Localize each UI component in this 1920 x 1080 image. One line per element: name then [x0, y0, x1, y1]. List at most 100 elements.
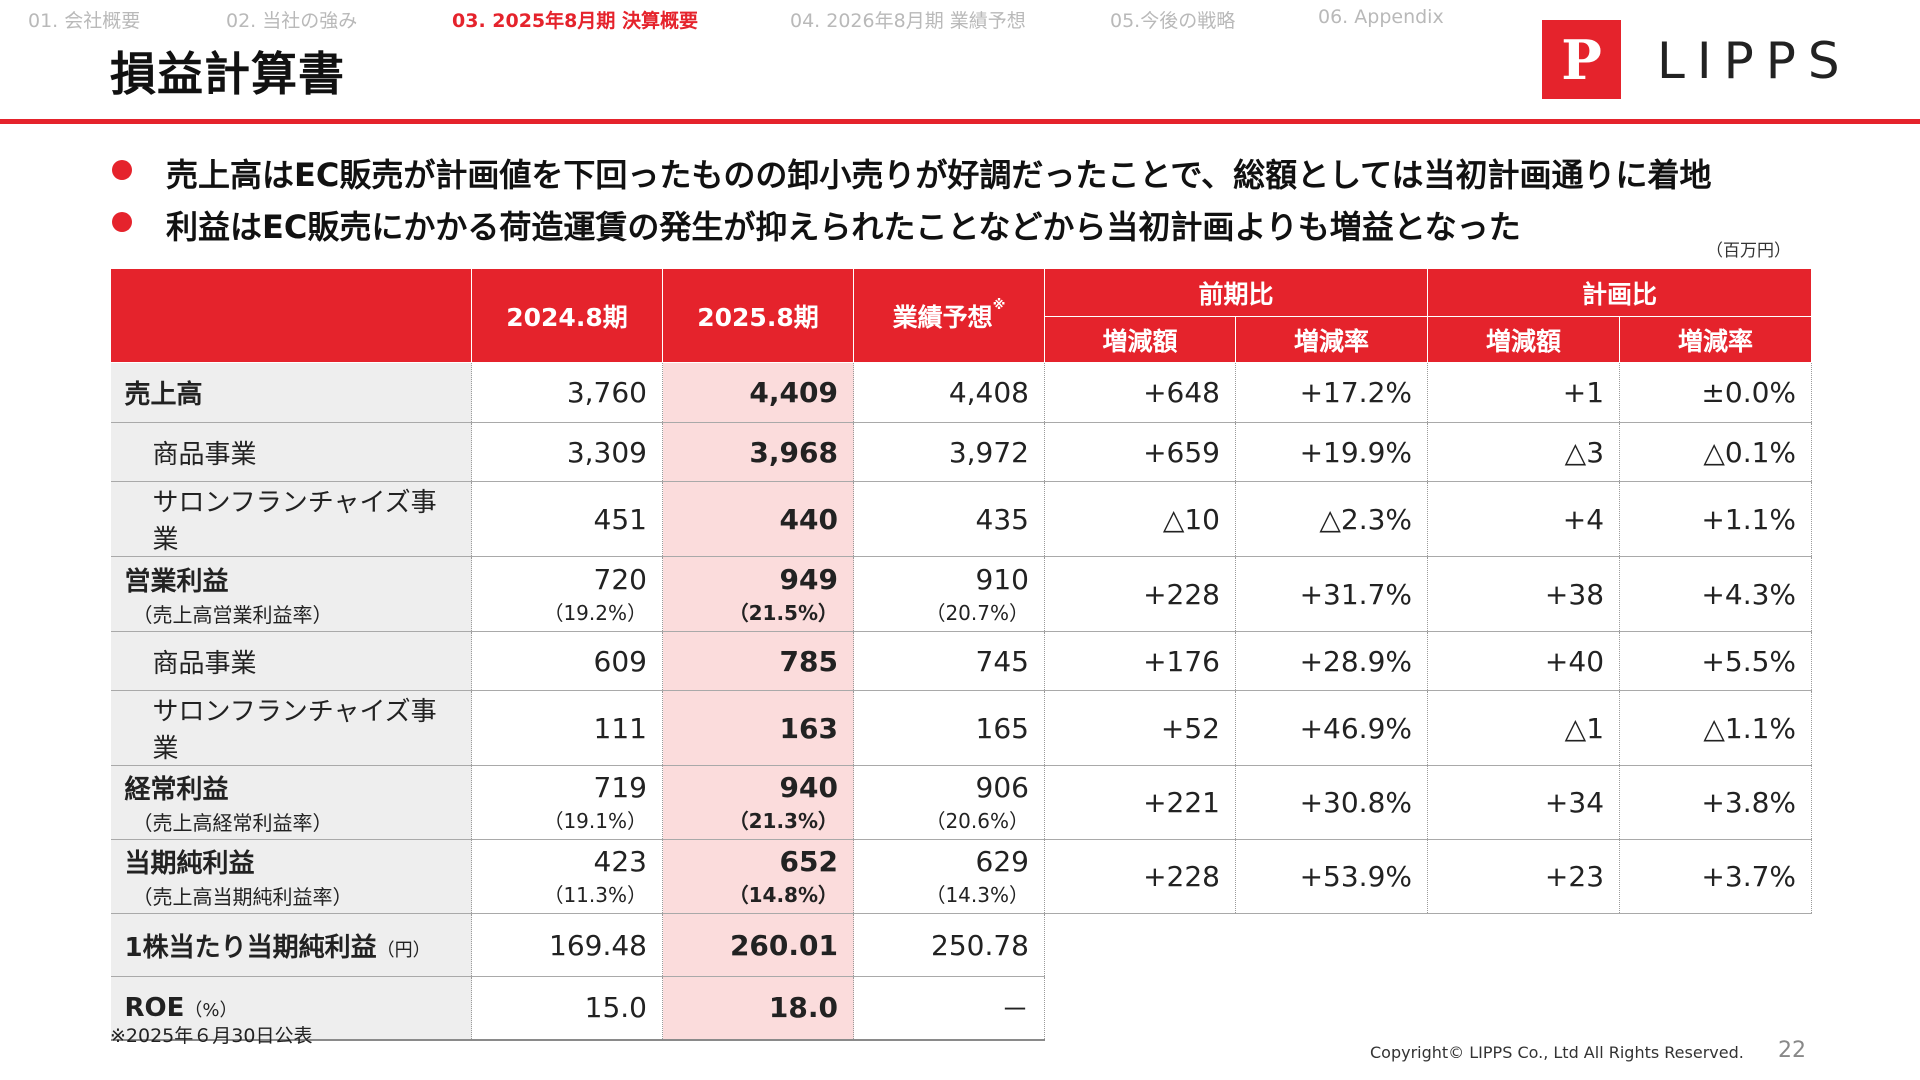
- row-label-sub: （売上高営業利益率）: [132, 602, 333, 627]
- cell-margin: （21.3%）: [728, 809, 838, 833]
- cell-plan-rate: +3.8%: [1619, 765, 1813, 840]
- nav-item-strengths[interactable]: 02. 当社の強み: [226, 10, 358, 32]
- cell-fy2024: 15.0: [471, 976, 663, 1041]
- cell-fy2024: 423 （11.3%）: [471, 839, 663, 914]
- table-row: 当期純利益 （売上高当期純利益率） 423 （11.3%） 652 （14.8%） 6…: [110, 839, 1813, 914]
- empty-cell: [1044, 913, 1812, 1040]
- cell-plan-amount: △1: [1427, 690, 1621, 766]
- cell-value: 629: [975, 845, 1029, 878]
- table-row: サロンフランチャイズ事業 111 163 165 +52 +46.9% △1 △…: [110, 690, 1813, 766]
- cell-plan-rate: △0.1%: [1619, 422, 1813, 482]
- header-divider: [0, 119, 1920, 124]
- cell-plan-amount: +38: [1427, 556, 1621, 632]
- table-row: 売上高 3,760 4,409 4,408 +648 +17.2% +1 ±0.…: [110, 362, 1813, 423]
- bullet-item: 利益はEC販売にかかる荷造運賃の発生が抑えられたことなどから当初計画よりも増益と…: [110, 202, 1712, 254]
- cell-margin: （20.6%）: [925, 809, 1029, 833]
- cell-value: 910: [975, 562, 1029, 596]
- header-forecast-label: 業績予想: [892, 302, 993, 332]
- logo-text: LIPPS: [1657, 32, 1852, 90]
- cell-fy2025: 652 （14.8%）: [662, 839, 854, 914]
- table-row: 商品事業 609 785 745 +176 +28.9% +40 +5.5%: [110, 631, 1813, 691]
- cell-yoy-amount: +52: [1044, 690, 1236, 766]
- table-row: 1株当たり当期純利益（円） 169.48 260.01 250.78: [110, 913, 1812, 1040]
- cell-yoy-amount: △10: [1044, 481, 1236, 557]
- cell-forecast: 250.78: [853, 913, 1045, 977]
- cell-plan-amount: +34: [1427, 765, 1621, 840]
- nav-item-results-summary[interactable]: 03. 2025年8月期 決算概要: [452, 10, 698, 32]
- row-label: 商品事業: [110, 422, 472, 482]
- cell-forecast: 165: [853, 690, 1045, 766]
- cell-margin: （20.7%）: [925, 600, 1029, 625]
- cell-forecast: 435: [853, 481, 1045, 557]
- cell-yoy-amount: +228: [1044, 839, 1236, 914]
- cell-yoy-rate: +19.9%: [1235, 422, 1429, 482]
- cell-yoy-rate: +30.8%: [1235, 765, 1429, 840]
- unit-note: （百万円）: [1706, 241, 1791, 261]
- cell-fy2024: 111: [471, 690, 663, 766]
- cell-fy2025: 940 （21.3%）: [662, 765, 854, 840]
- row-label: サロンフランチャイズ事業: [110, 481, 472, 557]
- cell-forecast: 910 （20.7%）: [853, 556, 1045, 632]
- cell-value: 652: [779, 845, 838, 878]
- row-label: ROE（%）: [110, 976, 472, 1041]
- nav-item-appendix[interactable]: 06. Appendix: [1318, 6, 1444, 28]
- cell-margin: （21.5%）: [728, 600, 838, 625]
- cell-yoy-amount: +221: [1044, 765, 1236, 840]
- row-label-unit: （円）: [376, 939, 431, 961]
- row-label-sub: （売上高当期純利益率）: [132, 885, 353, 909]
- cell-forecast: －: [853, 976, 1045, 1041]
- cell-value: 940: [779, 771, 838, 804]
- cell-fy2025: 18.0: [662, 976, 854, 1041]
- row-label: 売上高: [110, 362, 472, 423]
- income-statement-table: 2024.8期 2025.8期 業績予想※ 前期比 計画比 増減額 増減率 増減…: [110, 268, 1813, 1041]
- table-row: 経常利益 （売上高経常利益率） 719 （19.1%） 940 （21.3%） 906…: [110, 765, 1813, 840]
- cell-plan-rate: +1.1%: [1619, 481, 1813, 557]
- cell-yoy-rate: +31.7%: [1235, 556, 1429, 632]
- row-label: 商品事業: [110, 631, 472, 691]
- cell-yoy-rate: +53.9%: [1235, 839, 1429, 914]
- header-yoy-rate: 増減率: [1234, 316, 1429, 363]
- header-plan-amount: 増減額: [1427, 316, 1621, 363]
- cell-fy2024: 451: [471, 481, 663, 557]
- header-forecast-mark: ※: [992, 297, 1006, 313]
- cell-forecast: 3,972: [853, 422, 1045, 482]
- nav-item-strategy[interactable]: 05.今後の戦略: [1110, 10, 1236, 32]
- cell-yoy-amount: +228: [1044, 556, 1236, 632]
- bullet-item: 売上高はEC販売が計画値を下回ったものの卸小売りが好調だったことで、総額としては…: [110, 150, 1712, 202]
- cell-fy2024: 169.48: [471, 913, 663, 977]
- cell-forecast: 629 （14.3%）: [853, 839, 1045, 914]
- row-label-main: ROE: [124, 992, 185, 1023]
- cell-margin: （19.2%）: [543, 600, 647, 625]
- cell-yoy-rate: +28.9%: [1235, 631, 1429, 691]
- row-label-main: 1株当たり当期純利益: [124, 932, 377, 963]
- header-yoy: 前期比: [1043, 268, 1429, 317]
- cell-fy2025: 785: [662, 631, 854, 691]
- cell-fy2024: 3,760: [471, 362, 663, 423]
- cell-yoy-amount: +648: [1044, 362, 1236, 423]
- bullet-text: 売上高はEC販売が計画値を下回ったものの卸小売りが好調だったことで、総額としては…: [166, 156, 1712, 194]
- cell-value: 949: [779, 562, 838, 596]
- cell-fy2025: 949 （21.5%）: [662, 556, 854, 632]
- row-label-main: 経常利益: [124, 775, 229, 805]
- row-label: サロンフランチャイズ事業: [110, 690, 472, 766]
- nav-item-company-overview[interactable]: 01. 会社概要: [28, 10, 141, 32]
- cell-plan-rate: ±0.0%: [1619, 362, 1813, 423]
- cell-forecast: 745: [853, 631, 1045, 691]
- header-fy2025: 2025.8期: [662, 268, 854, 363]
- cell-margin: （11.3%）: [543, 883, 647, 907]
- row-label: 営業利益 （売上高営業利益率）: [110, 556, 472, 632]
- cell-value: 423: [593, 845, 647, 878]
- table-row: 営業利益 （売上高営業利益率） 720 （19.2%） 949 （21.5%） 910…: [110, 556, 1813, 632]
- copyright: Copyright© LIPPS Co., Ltd All Rights Res…: [1370, 1043, 1744, 1062]
- cell-value: 720: [593, 562, 647, 596]
- nav-item-forecast[interactable]: 04. 2026年8月期 業績予想: [790, 10, 1026, 32]
- row-label-main: 当期純利益: [124, 849, 255, 879]
- page-title: 損益計算書: [110, 47, 345, 101]
- cell-forecast: 4,408: [853, 362, 1045, 423]
- cell-plan-amount: +40: [1427, 631, 1621, 691]
- cell-fy2025: 4,409: [662, 362, 854, 423]
- cell-forecast: 906 （20.6%）: [853, 765, 1045, 840]
- row-label: 当期純利益 （売上高当期純利益率）: [110, 839, 472, 914]
- header-fy2024: 2024.8期: [471, 268, 663, 363]
- cell-plan-amount: +4: [1427, 481, 1621, 557]
